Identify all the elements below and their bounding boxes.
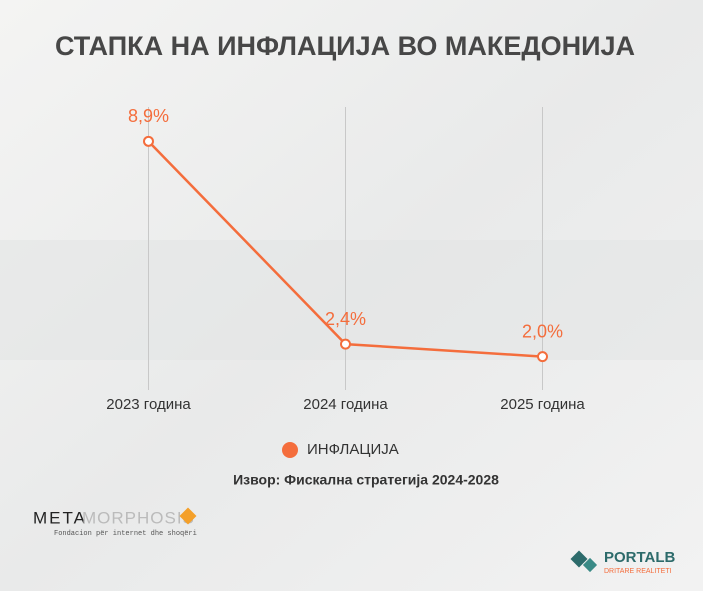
x-tick-label: 2023 година (106, 396, 191, 413)
chart-title: СТАПКА НА ИНФЛАЦИЈА ВО МАКЕДОНИЈА (55, 31, 635, 61)
logo-icon (582, 557, 598, 573)
logo-text: META (33, 508, 87, 527)
legend-label: ИНФЛАЦИЈА (307, 441, 399, 458)
logo-left: META MORPHOSIS Fondacion për internet dh… (33, 507, 197, 538)
x-tick-label: 2025 година (500, 396, 585, 413)
logo-tagline: DRITARE REALITETI (604, 568, 672, 575)
data-point (340, 338, 351, 350)
data-point (537, 351, 548, 363)
legend-marker (282, 442, 298, 458)
logo-icon (179, 507, 197, 525)
logo-right: PORTALB DRITARE REALITETI (570, 549, 676, 575)
logo-tagline: Fondacion për internet dhe shoqëri (54, 530, 197, 538)
logo-text: MORPHOSIS (82, 508, 195, 527)
background-shade (0, 240, 703, 360)
source: Извор: Фискална стратегија 2024-2028 (233, 472, 499, 488)
x-tick-label: 2024 година (303, 396, 388, 413)
value-label: 8,9% (128, 106, 169, 126)
logo-icon (570, 550, 588, 568)
data-point (143, 135, 154, 147)
value-label: 2,4% (325, 309, 366, 329)
logo-text: PORTALB (604, 549, 676, 566)
value-label: 2,0% (522, 321, 563, 341)
